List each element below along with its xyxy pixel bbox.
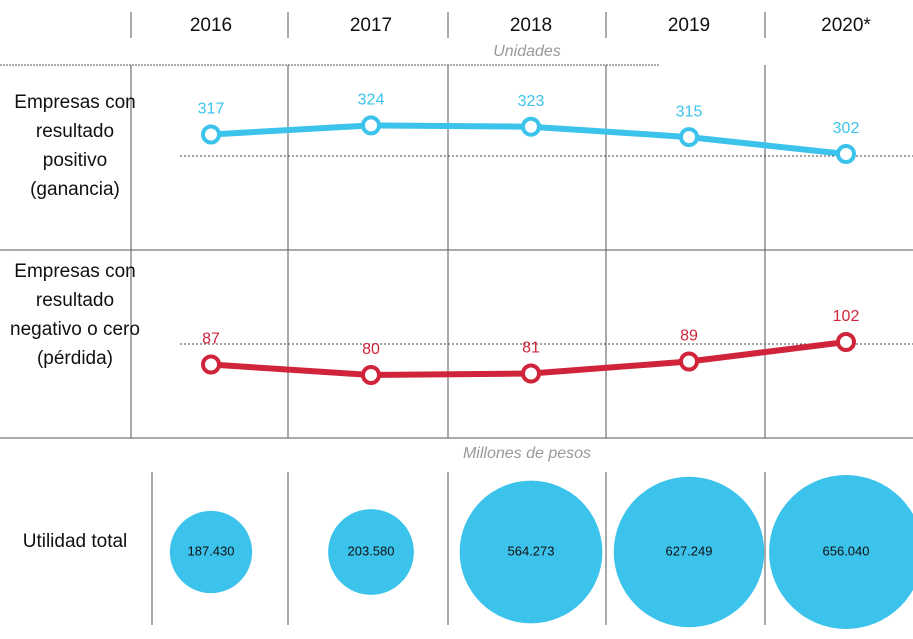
value-label: 323 <box>518 93 545 110</box>
point <box>679 127 699 148</box>
year-label: 2018 <box>510 15 552 36</box>
bubble <box>169 510 253 594</box>
year-label: 2017 <box>350 15 392 36</box>
value-label: 89 <box>680 328 698 345</box>
year-label: 2019 <box>668 15 710 36</box>
frame <box>0 12 913 625</box>
bubble <box>328 509 414 595</box>
value-label: 80 <box>362 341 380 358</box>
bubble <box>613 476 765 628</box>
value-label: 627.249 <box>666 543 713 558</box>
subtitle: Unidades <box>493 43 561 60</box>
value-label: 187.430 <box>188 543 235 558</box>
row-label: Empresas con resultado negativo o cero (… <box>10 261 140 369</box>
point <box>836 332 856 352</box>
value-label: 302 <box>833 120 860 137</box>
value-label: 203.580 <box>348 543 395 558</box>
point <box>361 365 381 385</box>
value-label: 102 <box>833 308 860 325</box>
row-label: Empresas con resultado positivo (gananci… <box>14 92 136 200</box>
value-label: 564.273 <box>508 543 555 558</box>
point <box>201 354 221 375</box>
value-label: 324 <box>358 92 385 109</box>
point <box>836 144 856 164</box>
year-label: 2016 <box>190 15 232 36</box>
value-label: 81 <box>522 340 540 357</box>
bubble <box>459 480 603 624</box>
year-label: 2020* <box>821 15 871 36</box>
point <box>679 351 699 372</box>
point <box>201 124 221 145</box>
point <box>521 116 541 137</box>
row-label: Utilidad total <box>22 531 128 552</box>
subtitle: Millones de pesos <box>463 445 591 462</box>
point <box>361 115 381 136</box>
value-label: 315 <box>676 103 703 120</box>
value-label: 87 <box>202 331 220 348</box>
point <box>521 363 541 384</box>
bubble <box>769 475 913 629</box>
value-label: 656.040 <box>823 543 870 558</box>
value-label: 317 <box>198 101 225 118</box>
